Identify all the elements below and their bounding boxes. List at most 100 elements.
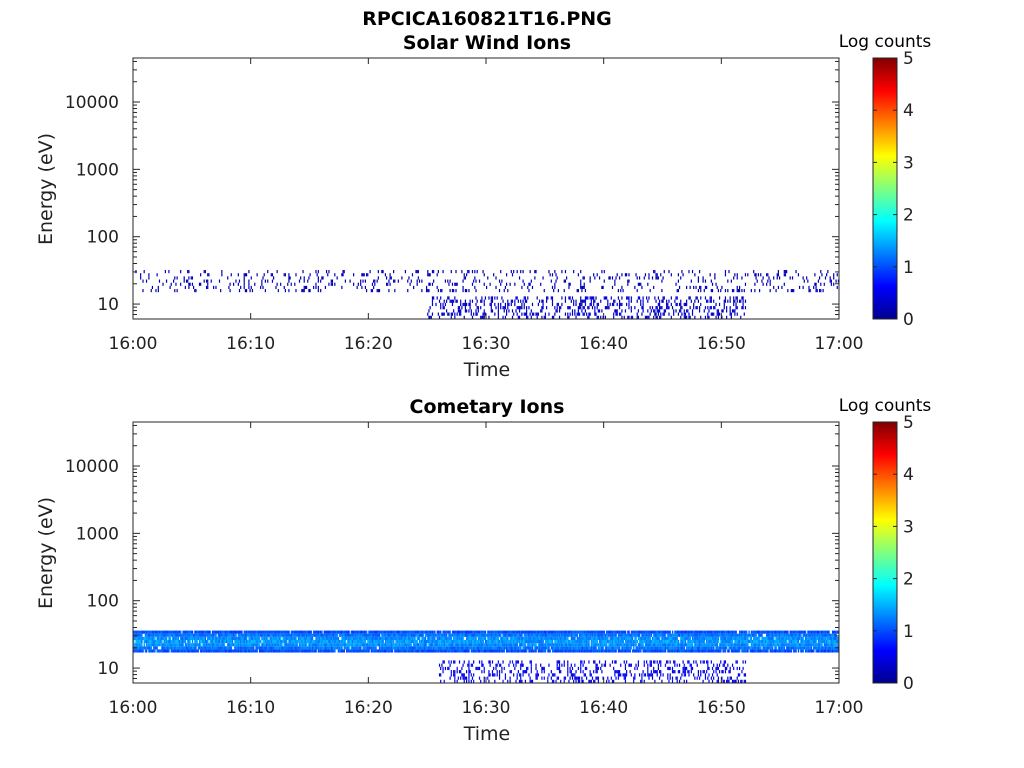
spectrogram-cell: [264, 636, 267, 640]
spectrogram-cell: [161, 636, 163, 640]
spectrogram-cell: [610, 633, 613, 637]
spectrogram-cell: [220, 630, 222, 634]
spectrogram-cell: [707, 643, 709, 647]
spectrogram-cell: [604, 296, 607, 300]
spectrogram-cell: [277, 646, 280, 650]
spectrogram-cell: [588, 636, 590, 640]
spectrogram-cell: [703, 309, 705, 313]
spectrogram-cell: [421, 639, 423, 644]
spectrogram-cell: [706, 630, 708, 634]
spectrogram-cell: [480, 649, 482, 653]
spectrogram-cell: [500, 636, 502, 640]
spectrogram-cell: [424, 633, 427, 637]
spectrogram-cell: [161, 649, 163, 653]
spectrogram-cell: [300, 639, 302, 644]
spectrogram-cell: [221, 649, 223, 653]
spectrogram-cell: [558, 306, 561, 310]
spectrogram-cell: [429, 315, 431, 319]
spectrogram-cell: [276, 282, 278, 286]
spectrogram-cell: [587, 646, 589, 650]
spectrogram-cell: [380, 646, 382, 650]
spectrogram-cell: [349, 279, 351, 283]
spectrogram-cell: [538, 630, 541, 634]
spectrogram-cell: [636, 646, 638, 650]
spectrogram-cell: [764, 643, 767, 647]
spectrogram-cell: [451, 646, 454, 650]
spectrogram-cell: [627, 279, 629, 283]
spectrogram-cell: [295, 643, 297, 647]
spectrogram-cell: [782, 633, 784, 637]
spectrogram-cell: [303, 279, 305, 283]
spectrogram-cell: [288, 636, 290, 640]
spectrogram-cell: [600, 299, 602, 303]
spectrogram-cell: [710, 312, 712, 316]
spectrogram-cell: [518, 639, 521, 644]
spectrogram-cell: [300, 633, 302, 637]
spectrogram-cell: [244, 633, 247, 637]
spectrogram-cell: [776, 649, 779, 653]
spectrogram-cell: [584, 636, 587, 640]
spectrogram-cell: [576, 646, 578, 650]
spectrogram-cell: [351, 630, 354, 634]
spectrogram-cell: [680, 315, 682, 319]
spectrogram-cell: [415, 646, 417, 650]
colorbar-gradient: [872, 57, 898, 320]
spectrogram-cell: [581, 649, 583, 653]
spectrogram-cell: [408, 276, 410, 280]
spectrogram-cell: [529, 646, 531, 650]
spectrogram-cell: [148, 639, 150, 644]
spectrogram-cell: [228, 636, 230, 640]
spectrogram-cell: [294, 639, 296, 644]
spectrogram-cell: [383, 633, 386, 637]
spectrogram-cell: [258, 636, 261, 640]
spectrogram-cell: [255, 643, 257, 647]
spectrogram-cell: [507, 649, 509, 653]
spectrogram-cell: [630, 630, 633, 634]
spectrogram-cell: [442, 270, 444, 274]
spectrogram-cell: [736, 649, 739, 653]
spectrogram-cell: [776, 273, 778, 277]
spectrogram-cell: [777, 270, 780, 274]
spectrogram-cell: [594, 276, 596, 280]
spectrogram-cell: [205, 285, 208, 290]
spectrogram-cell: [276, 643, 278, 647]
spectrogram-cell: [436, 636, 438, 640]
spectrogram-cell: [422, 649, 424, 653]
spectrogram-cell: [491, 646, 494, 650]
spectrogram-cell: [609, 276, 611, 280]
spectrogram-cell: [153, 643, 155, 647]
spectrogram-cell: [481, 315, 483, 319]
spectrogram-cell: [601, 636, 603, 640]
spectrogram-cell: [356, 646, 358, 650]
spectrogram-cell: [668, 270, 670, 274]
spectrogram-cell: [344, 279, 346, 283]
spectrogram-cell: [249, 289, 251, 293]
spectrogram-cell: [453, 633, 455, 637]
spectrogram-cell: [558, 649, 561, 653]
spectrogram-cell: [291, 646, 294, 650]
spectrogram-cell: [644, 649, 647, 653]
spectrogram-cell: [389, 630, 391, 634]
spectrogram-cell: [628, 643, 630, 647]
spectrogram-cell: [263, 636, 265, 640]
spectrogram-cell: [142, 279, 144, 283]
spectrogram-cell: [526, 306, 528, 310]
spectrogram-cell: [461, 630, 463, 634]
spectrogram-cell: [471, 299, 474, 303]
spectrogram-cell: [514, 299, 516, 303]
spectrogram-cell: [551, 639, 554, 644]
spectrogram-cell: [553, 315, 555, 319]
spectrogram-cell: [594, 646, 596, 650]
spectrogram-cell: [271, 633, 274, 637]
spectrogram-cell: [561, 630, 563, 634]
spectrogram-cell: [162, 630, 164, 634]
spectrogram-cell: [591, 633, 594, 637]
spectrogram-cell: [564, 646, 567, 650]
spectrogram-cell: [441, 643, 443, 647]
spectrogram-cell: [208, 646, 210, 650]
spectrogram-cell: [651, 646, 654, 650]
spectrogram-cell: [315, 282, 317, 286]
spectrogram-cell: [722, 633, 724, 637]
spectrogram-cell: [528, 639, 530, 644]
spectrogram-cell: [653, 309, 655, 313]
